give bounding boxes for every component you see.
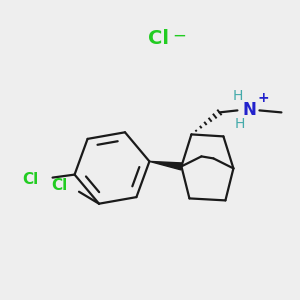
Text: −: − xyxy=(172,27,186,45)
Text: Cl: Cl xyxy=(51,178,67,193)
Polygon shape xyxy=(149,161,182,170)
Text: N: N xyxy=(242,101,256,119)
Text: Cl: Cl xyxy=(148,28,169,47)
Text: +: + xyxy=(258,92,269,105)
Text: H: H xyxy=(234,117,244,131)
Text: H: H xyxy=(232,89,243,103)
Text: Cl: Cl xyxy=(22,172,39,187)
